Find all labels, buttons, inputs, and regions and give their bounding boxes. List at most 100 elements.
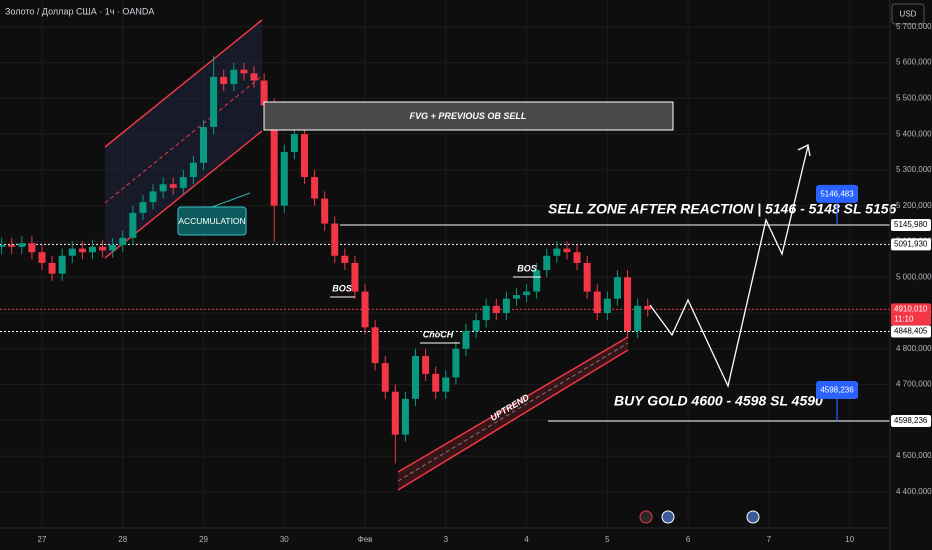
price-label-box — [891, 238, 931, 251]
candle-body — [8, 245, 16, 247]
event-icon[interactable] — [639, 510, 653, 524]
candle-body — [139, 202, 147, 213]
candle-body — [624, 277, 632, 331]
candle-body — [573, 252, 581, 263]
channel-fill — [398, 337, 628, 490]
channel-mid — [104, 75, 263, 204]
candle-body — [68, 248, 76, 256]
x-tick-label: 7 — [767, 535, 772, 544]
candle-body — [331, 223, 339, 256]
y-tick-label: 5 400,000 — [896, 129, 932, 138]
price-label-box — [891, 219, 931, 232]
x-tick-label: 27 — [38, 535, 47, 544]
candle-body — [88, 246, 96, 253]
countdown: 11:10 — [894, 315, 914, 324]
candle-body — [371, 327, 379, 364]
candle-body — [462, 330, 470, 349]
candle-body — [169, 184, 177, 188]
price-label: 4848,405 — [894, 327, 928, 336]
sell-zone-label: SELL ZONE AFTER REACTION | 5146 - 5148 S… — [548, 201, 897, 217]
x-tick-label: 3 — [444, 535, 449, 544]
candle-body — [210, 76, 218, 127]
candle-body — [533, 270, 541, 292]
x-tick-label: 5 — [605, 535, 610, 544]
callout-line — [211, 192, 251, 208]
y-tick-label: 4 800,000 — [896, 344, 932, 353]
candle-body — [99, 246, 107, 251]
candle-body — [391, 391, 399, 435]
candle-body — [523, 291, 531, 296]
candle-body — [563, 248, 571, 253]
y-tick-label: 5 200,000 — [896, 201, 932, 210]
candle-body — [553, 248, 561, 256]
y-tick-label: 4 500,000 — [896, 451, 932, 460]
y-tick-label: 5 500,000 — [896, 93, 932, 102]
channel-line — [397, 336, 629, 473]
candle-body — [583, 262, 591, 292]
candle-body — [381, 363, 389, 392]
candle-body — [119, 237, 127, 246]
candle-body — [18, 243, 26, 247]
y-tick-label: 4 700,000 — [896, 380, 932, 389]
candle-body — [149, 191, 157, 203]
x-tick-label: 6 — [686, 535, 691, 544]
candle-body — [28, 243, 36, 253]
y-tick-label: 5 700,000 — [896, 22, 932, 31]
candle-body — [129, 212, 137, 238]
candle-body — [412, 355, 420, 399]
candle-body — [341, 255, 349, 263]
grid — [0, 0, 890, 528]
candles — [0, 55, 652, 464]
event-icon[interactable] — [661, 510, 675, 524]
candle-body — [603, 298, 611, 314]
currency-box[interactable] — [891, 3, 925, 25]
candle-body — [422, 355, 430, 374]
price-label-box — [891, 414, 931, 427]
price-label: 5091,930 — [894, 239, 928, 248]
price-label: 4910,010 — [894, 305, 928, 314]
fvg-label: FVG + PREVIOUS OB SELL — [410, 111, 527, 121]
marker-label: 4598,236 — [820, 386, 854, 395]
y-tick-label: 4 400,000 — [896, 487, 932, 496]
chart-title: Золото / Доллар США · 1ч · OANDA — [5, 6, 154, 16]
candle-body — [311, 177, 319, 199]
candle-body — [38, 252, 46, 263]
price-label: 5145,980 — [894, 220, 928, 229]
candle-body — [644, 305, 652, 310]
candle-body — [482, 305, 490, 321]
y-tick-label: 5 600,000 — [896, 58, 932, 67]
price-label-box — [891, 325, 931, 338]
candle-body — [159, 184, 167, 192]
candle-body — [290, 134, 298, 153]
candle-body — [78, 248, 86, 253]
price-markers: 5146,483 4598,236 — [816, 184, 858, 421]
candle-body — [220, 76, 228, 85]
candle-body — [543, 255, 551, 271]
marker-box — [816, 184, 858, 203]
marker-label: 5146,483 — [820, 189, 854, 198]
x-tick-label: 29 — [199, 535, 208, 544]
candle-body — [502, 298, 510, 314]
candle-body — [179, 177, 187, 188]
buy-label: BUY GOLD 4600 - 4598 SL 4590 — [614, 393, 823, 409]
accumulation-label: ACCUMULATION — [178, 216, 245, 226]
candle-body — [189, 162, 197, 178]
x-tick-label: Фев — [358, 535, 373, 544]
bos-label: BOS — [332, 283, 352, 293]
candle-body — [300, 134, 308, 178]
candle-body — [109, 245, 117, 251]
x-tick-label: 30 — [280, 535, 289, 544]
event-icon[interactable] — [746, 510, 760, 524]
candle-body — [432, 373, 440, 392]
price-label: 4598,236 — [894, 416, 928, 425]
x-tick-label: 10 — [845, 535, 854, 544]
candle-body — [593, 291, 601, 314]
candle-body — [48, 262, 56, 274]
currency: USD — [900, 10, 917, 19]
candle-body — [240, 69, 248, 74]
projection-arrow — [797, 144, 811, 157]
projection-path — [649, 145, 809, 388]
candle-body — [512, 295, 520, 299]
